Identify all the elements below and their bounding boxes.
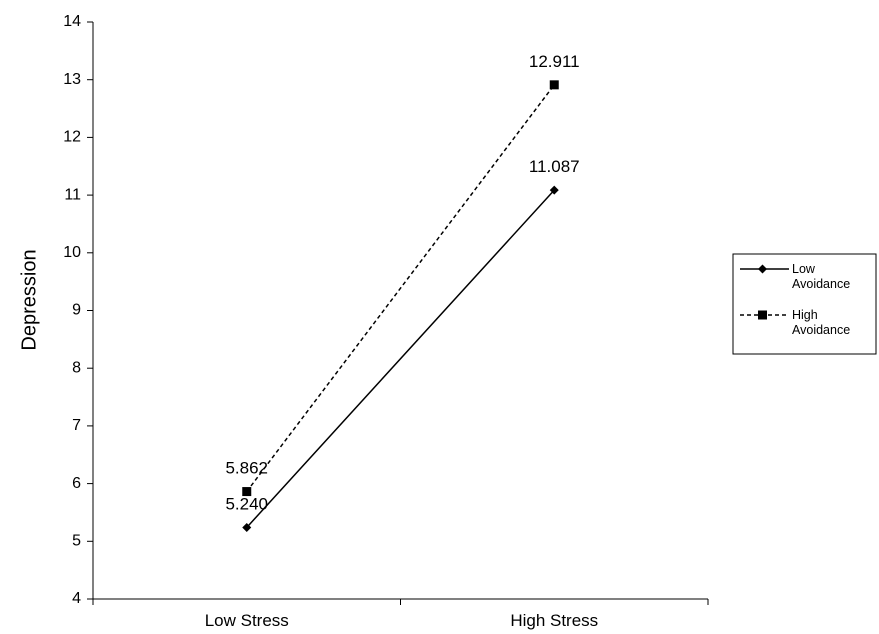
legend-label: Low [792,262,816,276]
data-label: 5.862 [225,459,268,478]
series-line [246,84,555,493]
data-label: 11.087 [529,157,580,176]
x-tick-label: Low Stress [205,611,289,630]
y-tick-label: 13 [63,71,81,88]
y-axis-title: Depression [18,249,40,350]
legend-label: High [792,308,818,322]
data-label: 5.240 [225,494,268,513]
y-tick-label: 10 [63,244,81,261]
legend-label: Avoidance [792,323,850,337]
y-tick-label: 7 [72,417,81,434]
series-layer [242,80,559,532]
legend-swatch-marker [758,310,767,320]
y-tick-label: 8 [72,359,81,376]
data-point-marker [549,185,559,195]
series-low-avoidance [242,185,559,532]
chart-axes: 4 5 6 7 8 9 10 11 12 13 14 Low Stress High Stress [63,13,709,630]
legend-box [732,253,877,355]
y-tick-label: 11 [64,186,81,203]
data-point-marker [242,522,252,532]
y-tick-label: 6 [72,475,81,492]
y-tick-label: 12 [63,129,81,146]
y-tick-label: 14 [63,13,81,30]
y-tick-label: 5 [72,533,81,550]
y-tick-label: 4 [72,590,81,607]
series-line [246,189,555,528]
data-labels-layer: 5.240 11.087 5.862 12.911 [225,52,579,514]
data-label: 12.911 [529,52,580,71]
legend-swatch-marker [758,264,767,274]
data-point-marker [242,487,252,497]
legend-label: Avoidance [792,277,850,291]
x-tick-label: High Stress [510,611,598,630]
data-point-marker [549,80,559,90]
y-tick-label: 9 [72,302,81,319]
series-high-avoidance [242,80,559,497]
